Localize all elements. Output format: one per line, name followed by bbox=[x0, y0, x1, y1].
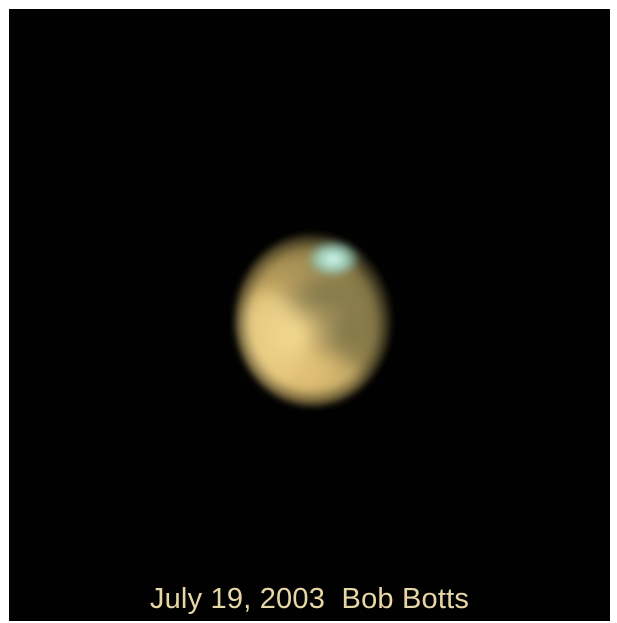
polar-cap bbox=[305, 240, 361, 278]
limb-darkening bbox=[235, 234, 391, 406]
astronomy-photo: July 19, 2003 Bob Botts bbox=[9, 9, 610, 621]
planet-svg bbox=[235, 234, 391, 406]
photo-caption: July 19, 2003 Bob Botts bbox=[149, 583, 470, 615]
planet-disk bbox=[229, 228, 397, 412]
